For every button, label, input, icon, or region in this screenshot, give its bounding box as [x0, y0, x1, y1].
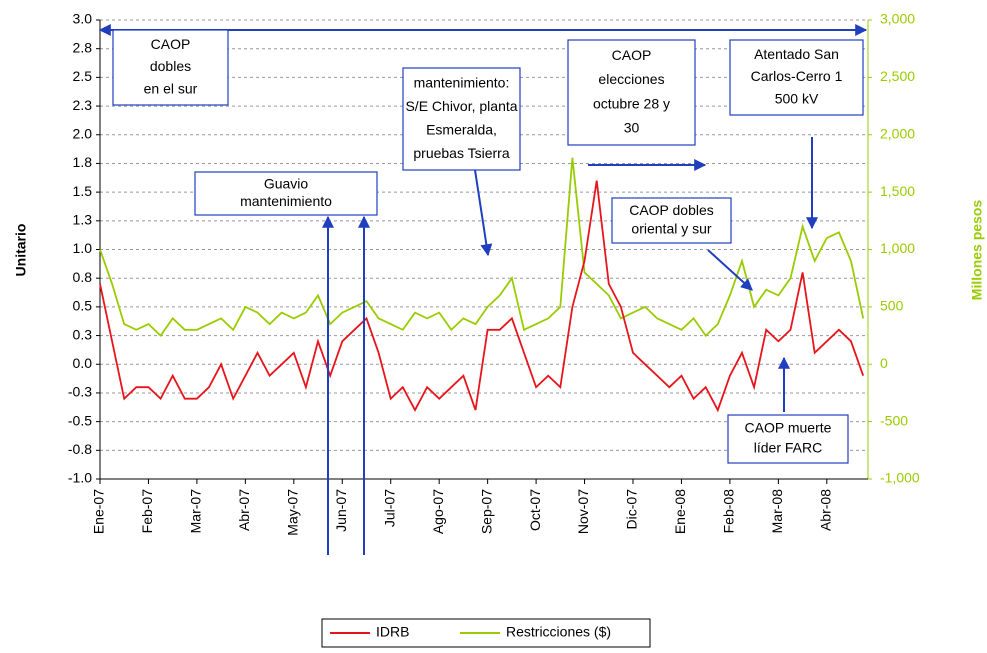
annotation-box: [112, 29, 229, 106]
arrow: [707, 249, 753, 291]
annotation-text: en el sur: [144, 81, 198, 97]
y-tick-label: 0.8: [73, 269, 93, 285]
legend-label: Restricciones ($): [506, 624, 611, 640]
x-tick-label: Jul-07: [381, 489, 397, 527]
y-tick-label: 2.8: [73, 39, 93, 55]
arrow: [474, 169, 493, 257]
annotation-text: oriental y sur: [631, 220, 711, 236]
x-tick-label: Dic-07: [624, 489, 640, 530]
annotation-text: Carlos-Cerro 1: [751, 68, 843, 84]
y2-tick-label: 1,500: [880, 183, 915, 199]
annotation-text: mantenimiento:: [414, 74, 510, 90]
y2-tick-label: -1,000: [880, 470, 920, 486]
annotation-text: S/E Chivor, planta: [405, 98, 517, 114]
x-tick-label: Abr-07: [236, 489, 252, 531]
annotation-text: 500 kV: [775, 91, 819, 107]
x-tick-label: Mar-07: [188, 489, 204, 534]
y2-tick-label: 2,000: [880, 125, 915, 141]
y-tick-label: -1.0: [68, 470, 92, 486]
y2-tick-label: 1,000: [880, 240, 915, 256]
x-tick-label: Ene-07: [91, 489, 107, 534]
annotation-box: [729, 39, 864, 116]
annotation-box: [611, 197, 732, 244]
y2-axis-label: Millones pesos: [969, 200, 985, 301]
y-tick-label: -0.8: [68, 441, 92, 457]
x-tick-label: May-07: [285, 489, 301, 536]
annotation-text: pruebas Tsierra: [413, 145, 509, 161]
y-tick-label: 0.5: [73, 298, 93, 314]
x-tick-label: Feb-08: [721, 489, 737, 534]
y-tick-label: -0.5: [68, 412, 92, 428]
annotation-text: 30: [624, 120, 640, 136]
annotation-text: Atentado San: [754, 46, 839, 62]
x-tick-label: Ago-07: [430, 489, 446, 534]
y-tick-label: -0.3: [68, 384, 92, 400]
x-tick-label: Sep-07: [478, 489, 494, 534]
annotation-text: Esmeralda,: [426, 121, 497, 137]
y-tick-label: 3.0: [73, 11, 93, 27]
y2-tick-label: 0: [880, 355, 888, 371]
y-tick-label: 1.5: [73, 183, 93, 199]
y-axis-label: Unitario: [13, 224, 29, 277]
annotation-box: [727, 414, 849, 464]
y-tick-label: 2.5: [73, 68, 93, 84]
y2-tick-label: -500: [880, 412, 908, 428]
y2-tick-label: 500: [880, 298, 904, 314]
annotation-text: CAOP: [612, 47, 652, 63]
legend-label: IDRB: [376, 624, 409, 640]
annotation-box: [567, 39, 696, 146]
annotation-text: Guavio: [264, 175, 309, 191]
annotation-text: elecciones: [598, 71, 664, 87]
x-tick-label: Ene-08: [672, 489, 688, 534]
x-tick-label: Nov-07: [575, 489, 591, 534]
x-tick-label: Feb-07: [139, 489, 155, 534]
annotation-text: líder FARC: [754, 440, 822, 456]
annotation-text: mantenimiento: [240, 193, 332, 209]
y2-tick-label: 3,000: [880, 11, 915, 27]
x-tick-label: Jun-07: [333, 489, 349, 532]
y-tick-label: 1.0: [73, 240, 93, 256]
y-tick-label: 2.0: [73, 125, 93, 141]
annotation-box: [402, 67, 521, 171]
x-tick-label: Oct-07: [527, 489, 543, 531]
x-tick-label: Mar-08: [769, 489, 785, 534]
y-tick-label: 0.0: [73, 355, 93, 371]
series-line: [99, 180, 865, 413]
y-tick-label: 1.3: [73, 212, 93, 228]
y2-tick-label: 2,500: [880, 68, 915, 84]
x-tick-label: Abr-08: [818, 489, 834, 531]
y-tick-label: 0.3: [73, 326, 93, 342]
annotation-text: CAOP: [151, 36, 191, 52]
y-tick-label: 2.3: [73, 97, 93, 113]
annotation-text: dobles: [150, 58, 191, 74]
annotation-text: CAOP dobles: [629, 202, 714, 218]
annotation-text: octubre 28 y: [593, 95, 670, 111]
y-tick-label: 1.8: [73, 154, 93, 170]
annotation-text: CAOP muerte: [745, 420, 832, 436]
series-line: [99, 157, 865, 337]
annotation-box: [194, 171, 378, 216]
